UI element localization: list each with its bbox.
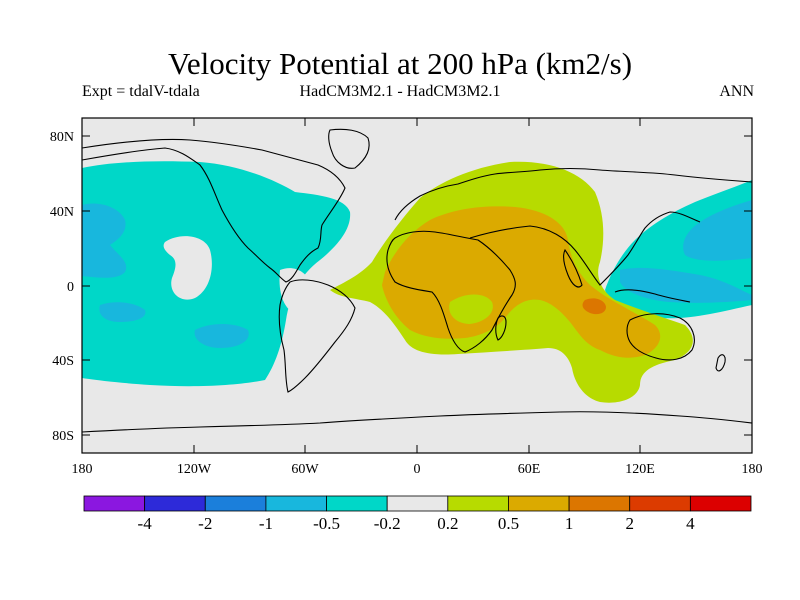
season-label: ANN xyxy=(719,83,754,100)
contour-neg-pacific-west xyxy=(82,161,351,387)
contour-neg-darker-2 xyxy=(99,302,146,322)
lon-axis: 180 120W 60W 0 60E 120E 180 xyxy=(72,118,763,477)
model-label: HadCM3M2.1 - HadCM3M2.1 xyxy=(299,83,501,100)
colorbar-swatch xyxy=(629,495,691,512)
coast-south-america xyxy=(278,279,356,393)
contour-neg-darker-4 xyxy=(683,200,752,261)
lat-label-40n: 40N xyxy=(50,205,74,220)
lon-label-180e: 180 xyxy=(742,462,763,477)
lat-label-80n: 80N xyxy=(50,130,74,145)
colorbar-label: 0.2 xyxy=(437,514,458,533)
lon-label-0: 0 xyxy=(414,462,421,477)
lat-label-80s: 80S xyxy=(52,429,74,444)
colorbar-swatch xyxy=(144,495,206,512)
lat-label-eq: 0 xyxy=(67,280,74,295)
map-title: Velocity Potential at 200 hPa (km2/s) xyxy=(167,46,633,81)
colorbar-swatch xyxy=(204,495,267,512)
coast-antarctica xyxy=(82,411,752,433)
colorbar-label: 4 xyxy=(686,514,695,533)
contour-neutral-island-1 xyxy=(163,236,212,300)
lon-label-120w: 120W xyxy=(177,462,212,477)
colorbar-label: -0.5 xyxy=(313,514,340,533)
contour-neg-darker-1 xyxy=(82,203,127,278)
coast-australia xyxy=(626,313,695,361)
coast-europe xyxy=(394,167,752,221)
contour-pos-max xyxy=(582,298,606,315)
coast-new-zealand xyxy=(715,354,726,372)
lon-label-120e: 120E xyxy=(625,462,655,477)
colorbar-label: 0.5 xyxy=(498,514,519,533)
lon-label-60w: 60W xyxy=(291,462,319,477)
coast-indonesia xyxy=(614,289,691,303)
coast-asia xyxy=(469,211,701,286)
contour-pos-neutral-hole xyxy=(449,294,493,324)
colorbar-label: -0.2 xyxy=(374,514,401,533)
lon-label-60e: 60E xyxy=(518,462,541,477)
contour-neg-darker-3 xyxy=(194,324,249,348)
colorbar-label: 2 xyxy=(625,514,634,533)
colorbar-swatch xyxy=(326,495,388,512)
colorbar: -4 -2 -1 -0.5 -0.2 0.2 0.5 1 2 4 xyxy=(83,495,752,533)
colorbar-swatch xyxy=(689,495,752,512)
coast-greenland xyxy=(328,128,370,169)
contour-neg-darker-5 xyxy=(620,267,752,303)
contour-fills xyxy=(82,161,752,403)
colorbar-label: -2 xyxy=(198,514,212,533)
lat-axis: 80N 40N 0 40S 80S xyxy=(50,130,752,444)
colorbar-label: -4 xyxy=(138,514,153,533)
colorbar-swatch xyxy=(447,495,509,512)
contour-neutral-island-2 xyxy=(279,268,311,312)
colorbar-swatch xyxy=(265,495,327,512)
experiment-label: Expt = tdalV-tdala xyxy=(82,83,200,100)
lon-label-180w: 180 xyxy=(72,462,93,477)
lat-label-40s: 40S xyxy=(52,354,74,369)
coastlines xyxy=(82,128,752,433)
colorbar-swatch xyxy=(83,495,146,512)
coast-india xyxy=(563,248,583,288)
colorbar-swatch xyxy=(386,495,449,512)
colorbar-swatch xyxy=(508,495,570,512)
colorbar-label: 1 xyxy=(565,514,574,533)
coast-madagascar xyxy=(495,315,507,341)
coast-africa xyxy=(386,230,516,353)
coast-north-america xyxy=(82,138,346,283)
colorbar-swatch xyxy=(568,495,631,512)
contour-pos-orange xyxy=(382,206,661,358)
colorbar-label: -1 xyxy=(259,514,273,533)
